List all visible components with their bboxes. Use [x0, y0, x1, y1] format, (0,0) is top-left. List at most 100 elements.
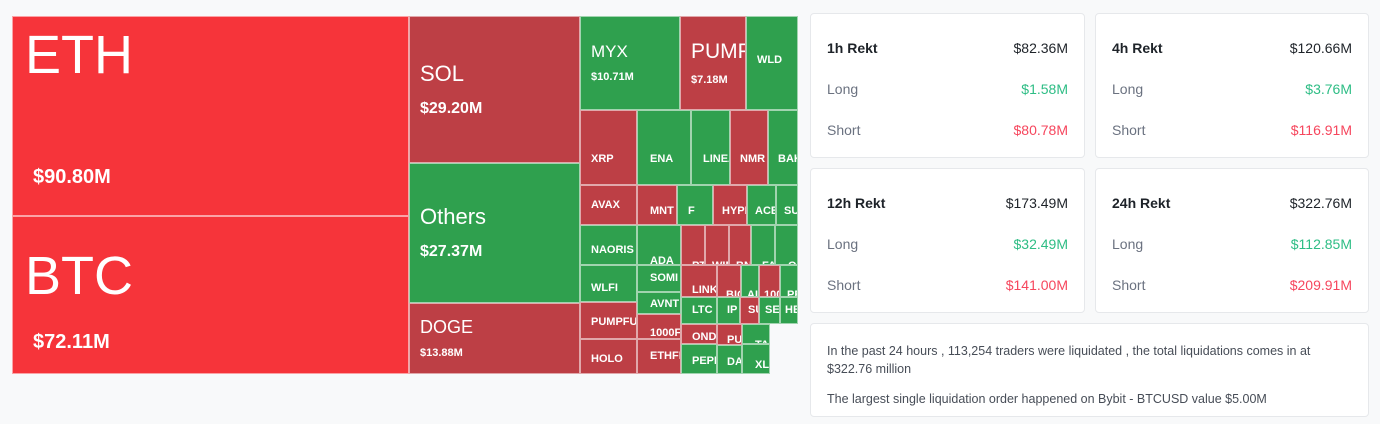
- tile-value: $13.88M: [420, 347, 463, 359]
- card-short-label: Short: [827, 122, 861, 138]
- tile-ada[interactable]: ADA: [637, 225, 681, 265]
- tile-ordi[interactable]: ORDI: [775, 225, 798, 265]
- tile-symbol: NAORIS: [591, 244, 634, 256]
- tile-avnt[interactable]: AVNT: [637, 292, 681, 314]
- card-long-label: Long: [1112, 236, 1144, 252]
- tile-bio[interactable]: BIO: [717, 265, 741, 297]
- tile-sol[interactable]: SOL $29.20M: [409, 16, 580, 163]
- card-title: 12h Rekt: [827, 195, 886, 211]
- tile-ip[interactable]: IP: [717, 297, 740, 324]
- tile-sui[interactable]: SUI: [776, 185, 798, 225]
- tile-pepe[interactable]: PEPE: [681, 344, 717, 374]
- tile-xlm[interactable]: XLM: [742, 344, 770, 374]
- tile-symbol: PUMPFUN: [591, 316, 637, 328]
- tile-symbol: XRP: [591, 153, 614, 165]
- tile-dash[interactable]: DASH: [717, 345, 742, 374]
- tile-symbol: IP: [727, 304, 738, 316]
- tile-symbol: Others: [420, 204, 487, 229]
- tile-pe[interactable]: PE: [780, 265, 798, 297]
- tile-symbol: HOLO: [591, 353, 623, 365]
- tile-ta[interactable]: TA: [742, 324, 770, 344]
- tile-value: $10.71M: [591, 71, 634, 83]
- tile-f[interactable]: F: [677, 185, 713, 225]
- tile-holo[interactable]: HOLO: [580, 339, 637, 374]
- card-short-label: Short: [1112, 277, 1146, 293]
- tile-ltc[interactable]: LTC: [681, 297, 717, 324]
- tile-linea[interactable]: LINEA: [691, 110, 730, 185]
- tile-ace[interactable]: ACE: [747, 185, 776, 225]
- card-short-value: $209.91M: [1289, 277, 1352, 293]
- card-long-label: Long: [1112, 81, 1144, 97]
- card-total: $82.36M: [1013, 40, 1068, 56]
- tile-symbol: PUMP: [691, 40, 746, 63]
- card-total: $322.76M: [1289, 195, 1352, 211]
- tile-btc[interactable]: BTC $72.11M: [12, 216, 409, 374]
- tile-bake[interactable]: BAKE: [768, 110, 798, 185]
- liquidation-heatmap: ETH $90.80M BTC $72.11M SOL $29.20M Others $27.…: [12, 16, 798, 374]
- tile-1000[interactable]: 1000: [759, 265, 780, 297]
- tile-symbol: ENA: [650, 153, 674, 165]
- tile-avax[interactable]: AVAX: [580, 185, 637, 225]
- tile-symbol: AVNT: [650, 298, 680, 310]
- tile-others[interactable]: Others $27.37M: [409, 163, 580, 303]
- tile-myx[interactable]: MYX $10.71M: [580, 16, 680, 110]
- tile-symbol: FART: [762, 261, 774, 265]
- tile-symbol: BNB: [736, 261, 750, 265]
- tile-symbol: SE: [765, 304, 780, 316]
- card-total: $120.66M: [1289, 40, 1352, 56]
- tile-hb[interactable]: HB: [780, 297, 798, 324]
- tile-doge[interactable]: DOGE $13.88M: [409, 303, 580, 374]
- summary-line-1: In the past 24 hours , 113,254 traders w…: [827, 344, 1311, 376]
- tile-link[interactable]: LINK: [681, 265, 717, 297]
- tile-symbol: PE: [787, 289, 797, 297]
- tile-symbol: 1000FLOKI: [650, 327, 681, 339]
- rekt-card-24h: 24h Rekt $322.76M Long $112.85M Short $209.91…: [1095, 168, 1369, 313]
- tile-hype[interactable]: HYPE: [713, 185, 747, 225]
- tile-symbol: PT: [692, 261, 704, 265]
- tile-symbol: HYPE: [722, 205, 746, 217]
- card-long-label: Long: [827, 236, 859, 252]
- tile-su[interactable]: SU: [740, 297, 759, 324]
- tile-pump[interactable]: PUMP: [717, 324, 742, 345]
- tile-xrp[interactable]: XRP: [580, 110, 637, 185]
- card-short-label: Short: [827, 277, 861, 293]
- tile-wld[interactable]: WLD: [746, 16, 798, 110]
- card-long-value: $3.76M: [1305, 81, 1352, 97]
- tile-symbol: ACE: [755, 205, 776, 217]
- tile-symbol: XLM: [755, 359, 770, 371]
- card-long-value: $112.85M: [1290, 236, 1352, 252]
- tile-symbol: MYX: [591, 42, 628, 61]
- tile-symbol: PUMP: [727, 334, 742, 345]
- tile-pumpfun[interactable]: PUMPFUN: [580, 302, 637, 339]
- tile-naoris[interactable]: NAORIS: [580, 225, 637, 265]
- tile-ethfi[interactable]: ETHFI: [637, 339, 681, 374]
- rekt-card-4h: 4h Rekt $120.66M Long $3.76M Short $116.91M: [1095, 13, 1369, 158]
- tile-symbol: DASH: [727, 356, 742, 368]
- tile-symbol: 1000: [764, 289, 779, 297]
- tile-se[interactable]: SE: [759, 297, 780, 324]
- tile-symbol: SUI: [784, 205, 797, 217]
- tile-pump[interactable]: PUMP $7.18M: [680, 16, 746, 110]
- tile-eth[interactable]: ETH $90.80M: [12, 16, 409, 216]
- card-long-value: $32.49M: [1013, 236, 1068, 252]
- tile-symbol: ADA: [650, 255, 674, 265]
- tile-nmr[interactable]: NMR: [730, 110, 768, 185]
- tile-symbol: PEPE: [692, 355, 716, 367]
- tile-bnb[interactable]: BNB: [729, 225, 751, 265]
- tile-wlfi[interactable]: WLFI: [580, 265, 637, 302]
- tile-ondo[interactable]: ONDO: [681, 324, 717, 344]
- tile-fart[interactable]: FART: [751, 225, 775, 265]
- tile-somi[interactable]: SOMI: [637, 265, 681, 292]
- card-short-value: $80.78M: [1013, 122, 1068, 138]
- tile-pt[interactable]: PT: [681, 225, 705, 265]
- tile-ena[interactable]: ENA: [637, 110, 691, 185]
- tile-value: $29.20M: [420, 100, 483, 117]
- rekt-card-1h: 1h Rekt $82.36M Long $1.58M Short $80.78M: [810, 13, 1085, 158]
- tile-symbol: BIO: [726, 289, 740, 297]
- tile-symbol: BAKE: [778, 153, 797, 165]
- tile-mnt[interactable]: MNT: [637, 185, 677, 225]
- tile-wif[interactable]: WIF: [705, 225, 729, 265]
- tile-symbol: ETHFI: [650, 350, 681, 362]
- tile-1000floki[interactable]: 1000FLOKI: [637, 314, 681, 339]
- tile-ai[interactable]: AI: [741, 265, 759, 297]
